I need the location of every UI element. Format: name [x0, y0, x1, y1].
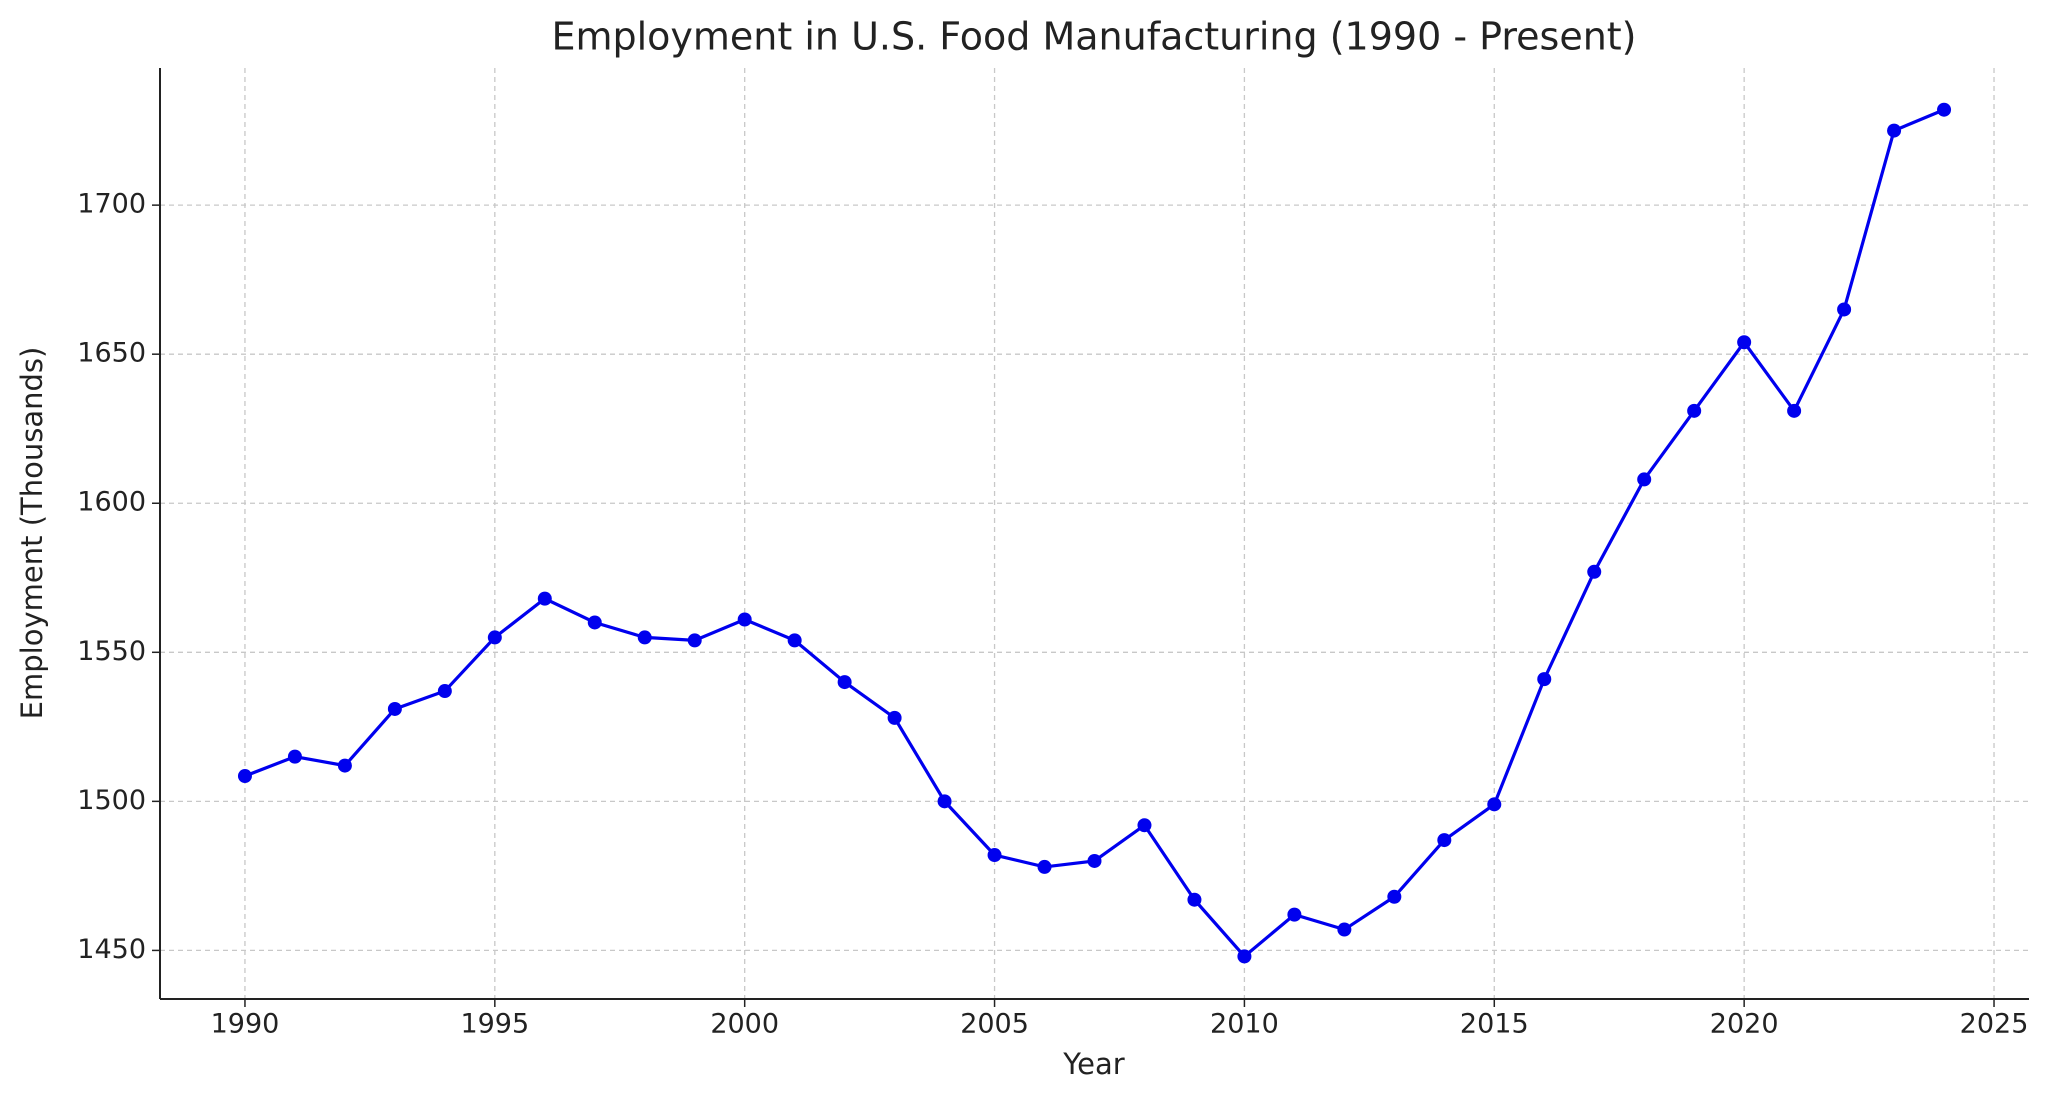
data-point	[1087, 853, 1102, 868]
x-axis-label: Year	[1062, 1047, 1124, 1081]
data-point	[1387, 889, 1402, 904]
data-point	[287, 749, 302, 764]
data-point	[687, 633, 702, 648]
x-tick-label: 1995	[460, 1009, 529, 1040]
data-point	[1737, 335, 1752, 350]
y-tick-label: 1700	[77, 189, 146, 220]
data-point	[737, 612, 752, 627]
x-tick-label: 1990	[211, 1009, 280, 1040]
data-point	[1337, 922, 1352, 937]
data-point	[487, 630, 502, 645]
chart-title: Employment in U.S. Food Manufacturing (1…	[551, 15, 1636, 59]
data-point	[1837, 302, 1852, 317]
data-point	[1637, 472, 1652, 487]
x-tick-label: 2005	[960, 1009, 1029, 1040]
data-point	[437, 684, 452, 699]
data-point	[1287, 907, 1302, 922]
data-point	[337, 758, 352, 773]
x-tick-label: 2010	[1210, 1009, 1279, 1040]
data-point	[987, 848, 1002, 863]
data-point	[1187, 892, 1202, 907]
data-point	[1437, 833, 1452, 848]
data-point	[837, 675, 852, 690]
y-tick-label: 1600	[77, 487, 146, 518]
data-point	[387, 701, 402, 716]
data-point	[1537, 672, 1552, 687]
y-tick-label: 1450	[77, 934, 146, 965]
data-point	[1587, 564, 1602, 579]
data-line	[244, 108, 1945, 959]
x-tick-label: 2000	[710, 1009, 779, 1040]
data-point	[1787, 403, 1802, 418]
x-tick-label: 2025	[1960, 1009, 2029, 1040]
data-point	[1887, 123, 1902, 138]
data-point	[887, 710, 902, 725]
x-tick-label: 2015	[1460, 1009, 1529, 1040]
data-point	[787, 633, 802, 648]
y-tick-label: 1650	[77, 338, 146, 369]
data-point	[1937, 102, 1952, 117]
data-point	[1237, 949, 1252, 964]
data-point	[237, 769, 252, 784]
y-tick-label: 1500	[77, 785, 146, 816]
data-point	[1687, 403, 1702, 418]
data-point	[587, 615, 602, 630]
data-point	[1487, 797, 1502, 812]
y-axis-label: Employment (Thousands)	[15, 347, 49, 720]
data-point	[1137, 818, 1152, 833]
data-point	[637, 630, 652, 645]
y-tick-label: 1550	[77, 636, 146, 667]
x-tick-label: 2020	[1710, 1009, 1779, 1040]
data-point	[937, 794, 952, 809]
data-point	[537, 591, 552, 606]
data-point	[1037, 859, 1052, 874]
